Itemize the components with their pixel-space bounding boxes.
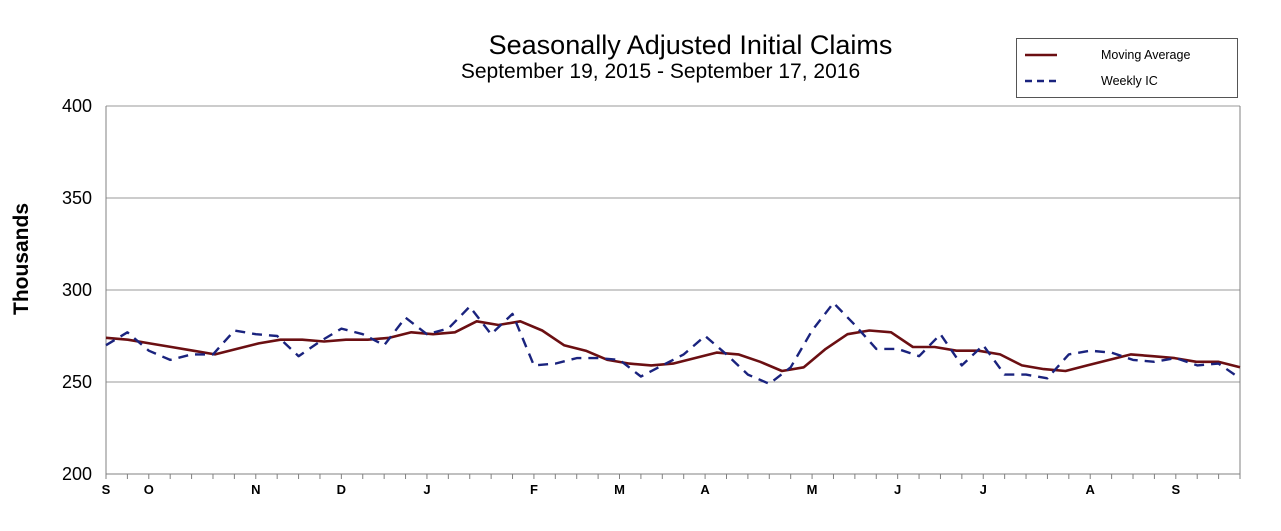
x-tick-label: F xyxy=(530,482,538,497)
legend-item-moving-average: Moving Average xyxy=(1025,45,1191,65)
x-tick-label: A xyxy=(1086,482,1096,497)
legend-label-weekly-ic: Weekly IC xyxy=(1101,74,1158,88)
x-tick-label: D xyxy=(337,482,346,497)
legend: Moving Average Weekly IC xyxy=(1016,38,1238,98)
x-tick-label: M xyxy=(807,482,818,497)
series-line-moving-average xyxy=(105,319,1241,373)
x-tick-label: O xyxy=(144,482,154,497)
y-tick-label-300: 300 xyxy=(62,280,92,300)
x-tick-label: J xyxy=(423,482,430,497)
x-tick-label: J xyxy=(894,482,901,497)
x-tick-label: M xyxy=(614,482,625,497)
x-tick-label: A xyxy=(700,482,710,497)
x-tick-label: N xyxy=(251,482,260,497)
x-tick-label: J xyxy=(980,482,987,497)
x-tick-label: S xyxy=(102,482,111,497)
y-tick-label-200: 200 xyxy=(62,464,92,484)
y-tick-label-400: 400 xyxy=(62,96,92,116)
series-line-weekly-ic xyxy=(105,301,1241,385)
legend-label-moving-average: Moving Average xyxy=(1101,48,1191,62)
legend-item-weekly-ic: Weekly IC xyxy=(1025,71,1158,91)
y-tick-label-350: 350 xyxy=(62,188,92,208)
chart-subtitle: September 19, 2015 - September 17, 2016 xyxy=(460,60,861,83)
x-tick-label: S xyxy=(1171,482,1180,497)
y-tick-label-250: 250 xyxy=(62,372,92,392)
chart-title: Seasonally Adjusted Initial Claims xyxy=(488,30,893,60)
